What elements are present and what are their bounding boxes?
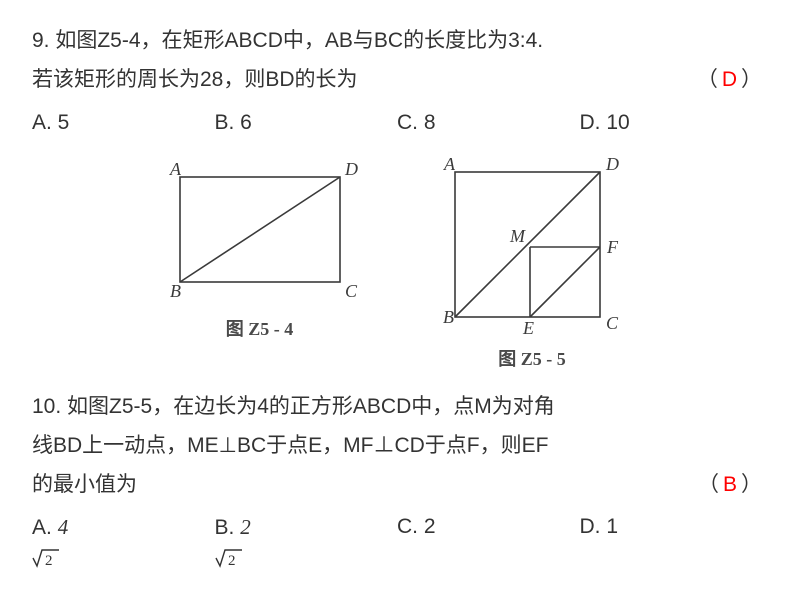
fig4-label-D: D xyxy=(344,159,358,179)
question-10: 10. 如图Z5-5，在边长为4的正方形ABCD中，点M为对角 线BD上一动点，… xyxy=(32,388,762,568)
q9-opt-c: C. 8 xyxy=(397,104,580,143)
svg-text:2: 2 xyxy=(45,553,53,568)
q10-opt-c: C. 2 xyxy=(397,508,580,568)
sqrt-icon: 2 xyxy=(215,548,243,568)
q9-opt-a: A. 5 xyxy=(32,104,215,143)
figures-container: A D B C 图 Z5 - 4 A D B C M E F 图 Z5 - 5 xyxy=(32,157,762,376)
q9-bracket: （D） xyxy=(697,61,762,100)
fig4-label-B: B xyxy=(170,281,181,301)
q10-answer: B xyxy=(723,473,737,496)
q10-line3: 的最小值为 （B） xyxy=(32,466,762,505)
q10-line2: 线BD上一动点，ME⊥BC于点E，MF⊥CD于点F，则EF xyxy=(32,427,762,466)
svg-text:2: 2 xyxy=(228,553,236,568)
q10-line3-text: 的最小值为 xyxy=(32,466,137,505)
q9-opt-d: D. 10 xyxy=(580,104,763,143)
fig5-label-D: D xyxy=(605,157,619,174)
q9-answer: D xyxy=(722,68,737,91)
fig5-label-F: F xyxy=(606,237,619,257)
question-9: 9. 如图Z5-4，在矩形ABCD中，AB与BC的长度比为3:4. 若该矩形的周… xyxy=(32,22,762,143)
fig4-label-C: C xyxy=(345,281,358,301)
fig5-label-E: E xyxy=(522,318,534,337)
figure-z5-4: A D B C 图 Z5 - 4 xyxy=(160,157,360,376)
figure-z5-5-caption: 图 Z5 - 5 xyxy=(498,343,566,376)
q10-opt-b: B. 22 xyxy=(215,508,398,568)
fig5-label-B: B xyxy=(443,307,454,327)
fig4-label-A: A xyxy=(169,159,182,179)
figure-z5-4-caption: 图 Z5 - 4 xyxy=(226,313,294,346)
q10-options: A. 42 B. 22 C. 2 D. 1 xyxy=(32,508,762,568)
q9-opt-b: B. 6 xyxy=(215,104,398,143)
q10-opt-d: D. 1 xyxy=(580,508,763,568)
q10-line1: 10. 如图Z5-5，在边长为4的正方形ABCD中，点M为对角 xyxy=(32,388,762,427)
q10-opt-a: A. 42 xyxy=(32,508,215,568)
q9-line2: 若该矩形的周长为28，则BD的长为 （D） xyxy=(32,61,762,100)
fig5-label-A: A xyxy=(443,157,456,174)
q9-line1: 9. 如图Z5-4，在矩形ABCD中，AB与BC的长度比为3:4. xyxy=(32,22,543,61)
q9-line2-text: 若该矩形的周长为28，则BD的长为 xyxy=(32,61,358,100)
q9-options: A. 5 B. 6 C. 8 D. 10 xyxy=(32,104,762,143)
q9-line1-wrap: 9. 如图Z5-4，在矩形ABCD中，AB与BC的长度比为3:4. xyxy=(32,22,762,61)
fig5-label-C: C xyxy=(606,313,619,333)
q10-bracket: （B） xyxy=(698,466,762,505)
figure-z5-5-svg: A D B C M E F xyxy=(430,157,635,337)
fig5-label-M: M xyxy=(509,226,526,246)
figure-z5-5: A D B C M E F 图 Z5 - 5 xyxy=(430,157,635,376)
sqrt-icon: 2 xyxy=(32,548,60,568)
figure-z5-4-svg: A D B C xyxy=(160,157,360,307)
